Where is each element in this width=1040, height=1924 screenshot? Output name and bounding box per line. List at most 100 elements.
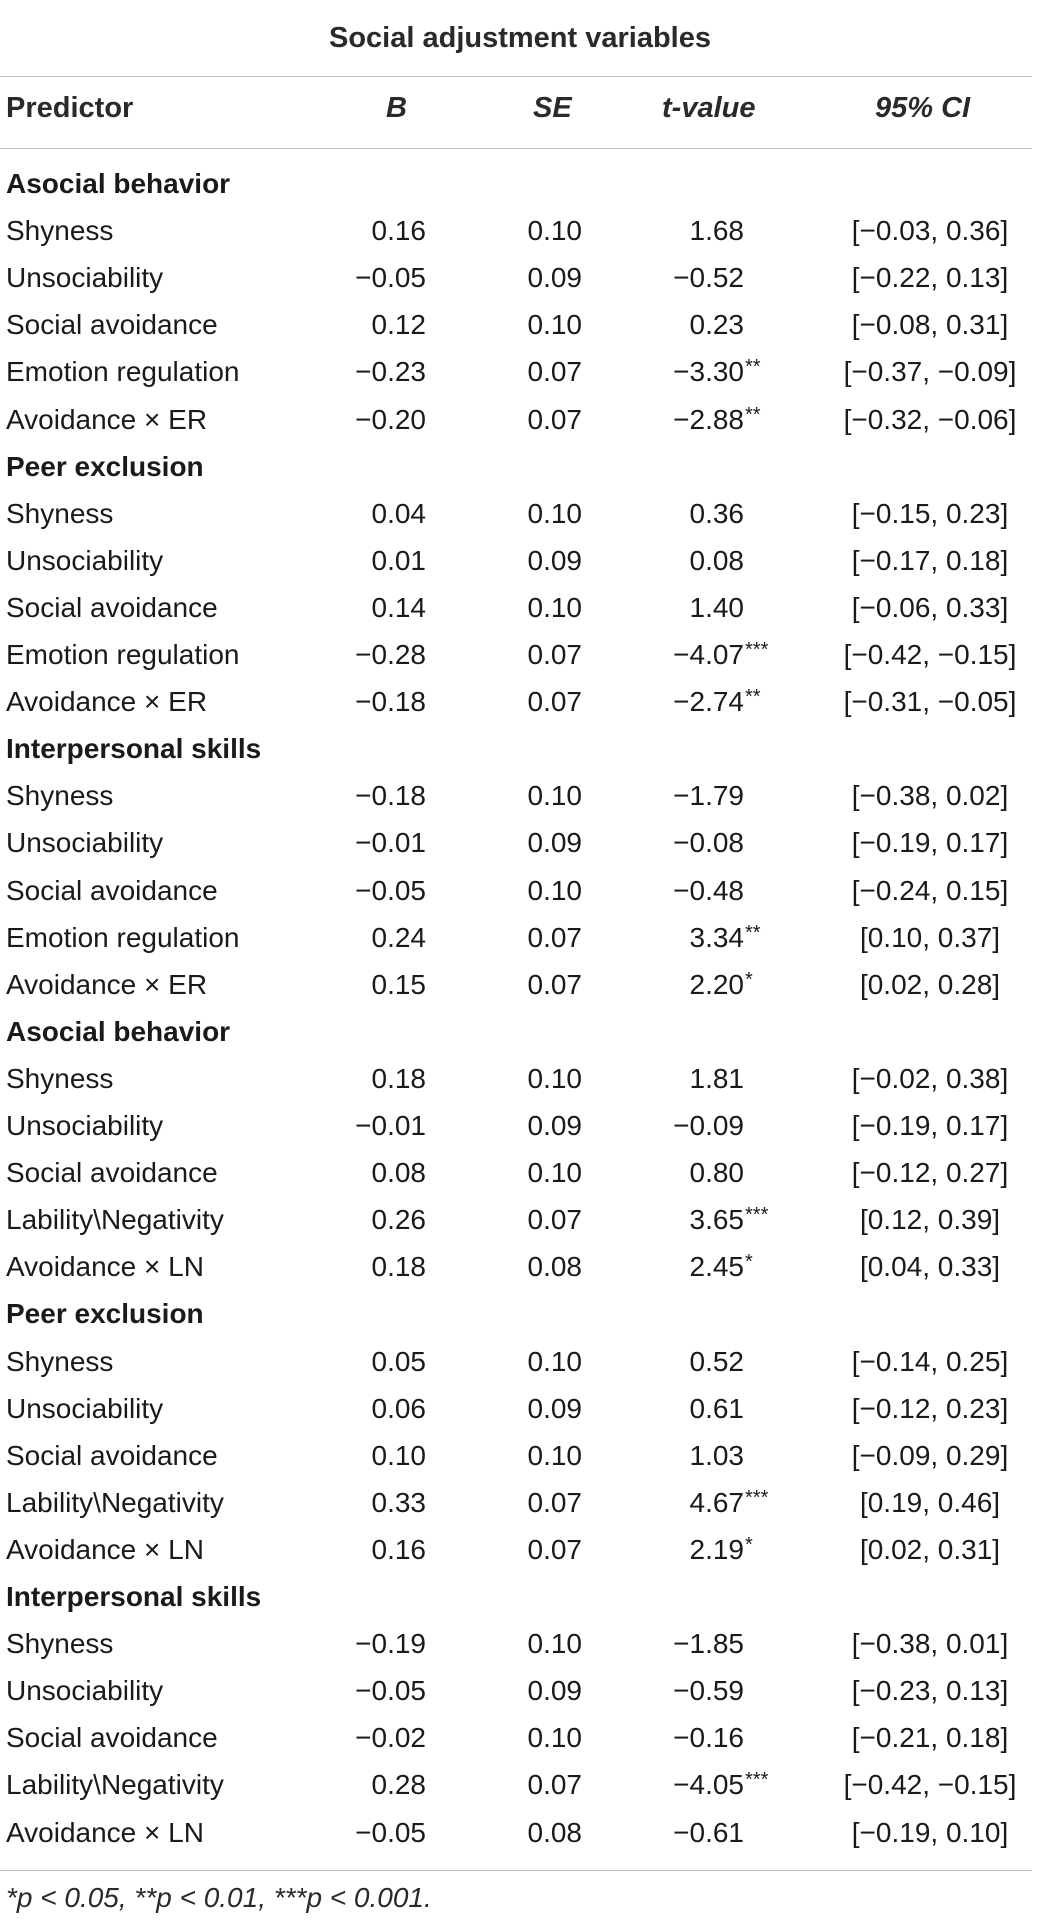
b-cell: 0.28 [371, 1769, 427, 1801]
table-row: Lability\Negativity 0.33 0.07 4.67 *** [0.19,… [0, 1479, 1040, 1526]
se-cell: 0.10 [527, 215, 583, 247]
significance-marker: ** [745, 356, 761, 379]
b-cell: −0.18 [355, 780, 426, 812]
table-row: Avoidance × LN 0.18 0.08 2.45 * [0.04, 0.33] [0, 1243, 1040, 1290]
t-value-cell: 2.45 [689, 1251, 745, 1283]
predictor-cell: Shyness [6, 1345, 114, 1377]
ci-cell: [−0.21, 0.18] [851, 1722, 1009, 1754]
table-row: Avoidance × LN 0.16 0.07 2.19 * [0.02, 0.31] [0, 1526, 1040, 1573]
ci-cell: [−0.09, 0.29] [851, 1439, 1009, 1471]
ci-cell: [−0.38, 0.01] [851, 1628, 1009, 1660]
table-row: Unsociability −0.05 0.09 −0.59 [−0.23, 0.13] [0, 1667, 1040, 1714]
ci-cell: [−0.08, 0.31] [851, 309, 1009, 341]
section-heading: Peer exclusion [6, 450, 204, 482]
significance-marker: ** [745, 921, 761, 944]
b-cell: −0.18 [355, 686, 426, 718]
predictor-cell: Avoidance × ER [6, 968, 208, 1000]
se-cell: 0.07 [527, 686, 583, 718]
se-cell: 0.07 [527, 921, 583, 953]
b-cell: 0.18 [371, 1062, 427, 1094]
se-cell: 0.10 [527, 1062, 583, 1094]
predictor-cell: Shyness [6, 1062, 114, 1094]
se-cell: 0.10 [527, 1439, 583, 1471]
table-row: Avoidance × LN −0.05 0.08 −0.61 [−0.19, 0.10… [0, 1809, 1040, 1856]
header-se: SE [533, 92, 572, 124]
se-cell: 0.09 [527, 1675, 583, 1707]
se-cell: 0.09 [527, 544, 583, 576]
table-row: Avoidance × ER 0.15 0.07 2.20 * [0.02, 0.28] [0, 961, 1040, 1008]
table-row: Shyness −0.19 0.10 −1.85 [−0.38, 0.01] [0, 1620, 1040, 1667]
t-value-cell: −3.30 [673, 356, 744, 388]
ci-cell: [0.04, 0.33] [859, 1251, 1001, 1283]
predictor-cell: Social avoidance [6, 874, 218, 906]
b-cell: −0.23 [355, 356, 426, 388]
t-value-cell: −1.85 [673, 1628, 744, 1660]
t-value-cell: 2.20 [689, 968, 745, 1000]
significance-marker: * [745, 1251, 753, 1274]
ci-cell: [−0.06, 0.33] [851, 591, 1009, 623]
ci-cell: [−0.19, 0.17] [851, 1110, 1009, 1141]
predictor-cell: Emotion regulation [6, 356, 240, 388]
t-value-cell: 1.68 [689, 215, 745, 247]
t-value-cell: 4.67 [689, 1486, 745, 1518]
t-value-cell: 1.03 [689, 1439, 745, 1471]
t-value-cell: −1.79 [673, 780, 744, 812]
predictor-cell: Avoidance × ER [6, 403, 208, 435]
table-row: Emotion regulation 0.24 0.07 3.34 ** [0.10, 0… [0, 914, 1040, 961]
significance-marker: ** [745, 403, 761, 426]
b-cell: 0.24 [371, 921, 427, 953]
se-cell: 0.10 [527, 591, 583, 623]
predictor-cell: Avoidance × LN [6, 1533, 204, 1565]
header-rule [0, 148, 1032, 149]
ci-cell: [0.10, 0.37] [859, 921, 1001, 953]
footnote: *p < 0.05, **p < 0.01, ***p < 0.001. [6, 1882, 432, 1913]
table-row: Shyness −0.18 0.10 −1.79 [−0.38, 0.02] [0, 772, 1040, 819]
header-predictor: Predictor [6, 92, 134, 124]
section-heading: Asocial behavior [6, 168, 231, 199]
significance-marker: *** [745, 1769, 769, 1792]
b-cell: 0.16 [371, 1533, 427, 1565]
se-cell: 0.10 [527, 1628, 583, 1660]
predictor-cell: Avoidance × LN [6, 1816, 204, 1848]
t-value-cell: −0.16 [673, 1722, 744, 1754]
ci-cell: [−0.02, 0.38] [851, 1062, 1009, 1094]
significance-marker: * [745, 1533, 753, 1556]
table-row: Social avoidance 0.08 0.10 0.80 [−0.12, 0.27… [0, 1149, 1040, 1196]
predictor-cell: Unsociability [6, 262, 164, 294]
section-heading: Interpersonal skills [6, 1581, 262, 1612]
ci-cell: [−0.31, −0.05] [843, 686, 1017, 718]
b-cell: −0.02 [355, 1722, 426, 1754]
ci-cell: [−0.12, 0.27] [851, 1157, 1009, 1189]
table-row: Social avoidance 0.12 0.10 0.23 [−0.08, 0.31… [0, 301, 1040, 348]
ci-cell: [−0.42, −0.15] [843, 1769, 1017, 1801]
b-cell: −0.05 [355, 262, 426, 294]
table-row: Emotion regulation −0.28 0.07 −4.07 *** [−0.4… [0, 631, 1040, 678]
b-cell: −0.20 [355, 403, 426, 435]
b-cell: −0.05 [355, 1816, 426, 1848]
b-cell: 0.18 [371, 1251, 427, 1283]
ci-cell: [−0.38, 0.02] [851, 780, 1009, 812]
t-value-cell: 0.08 [689, 544, 745, 576]
b-cell: 0.16 [371, 215, 427, 247]
t-value-cell: 2.19 [689, 1533, 745, 1565]
significance-marker: * [745, 968, 753, 991]
t-value-cell: −0.09 [673, 1110, 744, 1141]
significance-marker: ** [745, 686, 761, 709]
table-row: Shyness 0.05 0.10 0.52 [−0.14, 0.25] [0, 1338, 1040, 1385]
table-row: Emotion regulation −0.23 0.07 −3.30 ** [−0.37… [0, 348, 1040, 395]
ci-cell: [−0.19, 0.10] [851, 1816, 1009, 1848]
table-row: Social avoidance −0.05 0.10 −0.48 [−0.24, 0.… [0, 867, 1040, 914]
t-value-cell: −0.61 [673, 1816, 744, 1848]
table-row: Social avoidance 0.14 0.10 1.40 [−0.06, 0.33… [0, 584, 1040, 631]
b-cell: 0.08 [371, 1157, 427, 1189]
b-cell: −0.05 [355, 1675, 426, 1707]
section-heading: Peer exclusion [6, 1298, 204, 1330]
predictor-cell: Social avoidance [6, 1722, 218, 1754]
b-cell: 0.33 [371, 1486, 427, 1518]
se-cell: 0.09 [527, 1392, 583, 1424]
top-rule [0, 76, 1032, 77]
se-cell: 0.10 [527, 497, 583, 529]
ci-cell: [−0.03, 0.36] [851, 215, 1009, 247]
b-cell: −0.01 [355, 827, 426, 859]
predictor-cell: Shyness [6, 1628, 114, 1660]
